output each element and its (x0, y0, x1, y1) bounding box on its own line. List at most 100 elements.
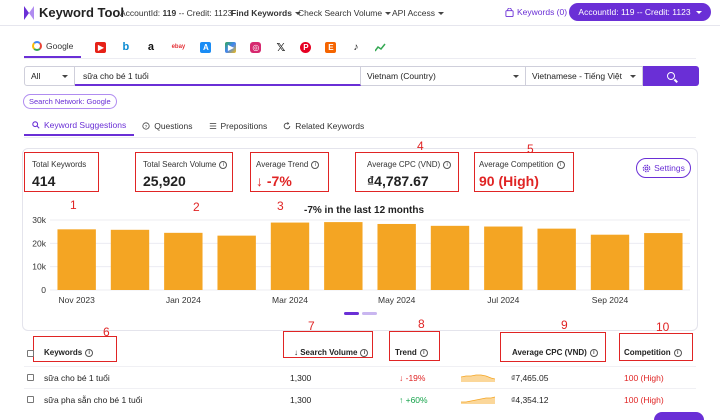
scope-select[interactable]: All (24, 66, 75, 86)
trend-cell: ↓ -19% (399, 373, 426, 383)
metric-label: Average Trend (256, 160, 309, 169)
amazon-icon[interactable]: a (145, 41, 157, 53)
info-icon[interactable]: i (311, 160, 320, 169)
bar-jan-2024[interactable] (164, 232, 203, 290)
top-bar: Keyword Tool AccountId: 119 -- Credit: 1… (0, 0, 720, 26)
trends-icon[interactable] (375, 41, 387, 53)
chevron-down-icon (695, 10, 702, 14)
bar-jun-2024[interactable] (430, 225, 470, 290)
chevron-down-icon (385, 12, 392, 16)
logo[interactable]: Keyword Tool (24, 5, 124, 20)
info-icon[interactable]: i (360, 348, 369, 357)
gear-icon (642, 164, 651, 172)
row-checkbox[interactable] (27, 374, 34, 381)
competition-cell: 100 (High) (624, 373, 664, 383)
column-search-volume[interactable]: ↓ Search Volume i (294, 348, 369, 357)
bar-dec-2023[interactable] (110, 229, 150, 290)
language-select[interactable]: Vietnamese - Tiếng Việt (526, 66, 643, 86)
menu-api-access[interactable]: API Access (392, 8, 444, 18)
metric-total-keywords: Total Keywords 414 (32, 160, 86, 189)
column-competition[interactable]: Competition i (624, 348, 682, 357)
chat-button[interactable] (654, 412, 704, 420)
info-icon[interactable]: i (673, 348, 682, 357)
info-icon[interactable]: i (589, 348, 598, 357)
bing-icon[interactable]: b (120, 41, 132, 53)
etsy-icon[interactable]: E (325, 41, 337, 53)
annotation-number: 5 (527, 142, 534, 156)
x-tick-label: Nov 2023 (58, 295, 95, 305)
metric-value: 25,920 (143, 173, 186, 189)
column-cpc[interactable]: Average CPC (VND) i (512, 348, 598, 357)
pinterest-icon[interactable]: P (300, 41, 312, 53)
x-tick-label: Jan 2024 (166, 295, 201, 305)
account-info: AccountId: 119 -- Credit: 1123 (120, 8, 232, 18)
metric-label: Average CPC (VND) (367, 160, 441, 169)
youtube-icon[interactable]: ▶ (95, 41, 107, 53)
table-row: sữa pha sẵn cho bé 1 tuổi 1,300 ↑ +60% ₫… (24, 388, 696, 410)
tab-keyword-suggestions[interactable]: Keyword Suggestions (24, 116, 135, 136)
scope-value: All (31, 71, 41, 81)
column-trend[interactable]: Trend i (395, 348, 428, 357)
bar-sep-2024[interactable] (590, 234, 630, 290)
source-tab-google[interactable]: Google (24, 36, 82, 58)
info-icon[interactable]: i (85, 348, 94, 357)
chart-pager-dot-active[interactable] (344, 312, 359, 315)
chart-pager-dot[interactable] (362, 312, 377, 315)
info-icon[interactable]: i (419, 348, 428, 357)
bar-aug-2024[interactable] (537, 228, 576, 290)
volume-cell: 1,300 (290, 395, 312, 405)
metric-value: ₫4,787.67 (367, 173, 429, 189)
bar-nov-2023[interactable] (57, 229, 96, 290)
settings-button[interactable]: Settings (636, 158, 691, 178)
tab-label: Prepositions (220, 121, 268, 131)
chevron-down-icon (294, 12, 301, 16)
instagram-icon[interactable]: ◎ (250, 41, 262, 53)
info-icon[interactable]: i (219, 160, 228, 169)
keyword-search-input[interactable] (75, 66, 361, 86)
x-tick-label: May 2024 (378, 295, 416, 305)
bar-mar-2024[interactable] (270, 222, 310, 290)
annotation-number: 9 (561, 318, 568, 332)
google-icon (32, 41, 42, 51)
metric-label: Average Competition (479, 160, 554, 169)
app-store-icon[interactable]: A (200, 41, 212, 53)
country-select[interactable]: Vietnam (Country) (361, 66, 526, 86)
bar-feb-2024[interactable] (217, 235, 256, 290)
settings-label: Settings (654, 163, 685, 173)
keyword-cell[interactable]: sữa pha sẵn cho bé 1 tuổi (44, 395, 143, 405)
info-icon[interactable]: i (443, 160, 452, 169)
tab-prepositions[interactable]: Prepositions (201, 116, 276, 136)
annotation-number: 1 (70, 198, 77, 212)
annotation-box (474, 152, 574, 192)
ebay-icon[interactable]: ebay (170, 41, 187, 53)
account-menu-button[interactable]: AccountId: 119 -- Credit: 1123 (569, 3, 711, 21)
metric-value: 90 (High) (479, 173, 539, 189)
menu-find-keywords[interactable]: Find Keywords (231, 8, 301, 18)
row-checkbox[interactable] (27, 396, 34, 403)
keywords-list-link[interactable]: Keywords (0) (505, 7, 567, 17)
info-icon[interactable]: i (556, 160, 565, 169)
metric-label: Total Keywords (32, 160, 87, 169)
metric-label: Total Search Volume (143, 160, 217, 169)
table-header: Keywords i ↓ Search Volume i Trend i Averag… (24, 342, 696, 366)
search-network-badge[interactable]: Search Network: Google (23, 94, 117, 109)
menu-check-search-volume[interactable]: Check Search Volume (298, 8, 392, 18)
bar-jul-2024[interactable] (484, 226, 523, 290)
bar-oct-2024[interactable] (644, 233, 683, 290)
bar-apr-2024[interactable] (324, 222, 363, 290)
metric-average-competition: Average Competition i 90 (High) (479, 160, 565, 189)
tiktok-icon[interactable]: ♪ (350, 41, 362, 53)
chevron-down-icon (438, 12, 444, 16)
search-button[interactable] (643, 66, 699, 86)
tab-questions[interactable]: ? Questions (134, 116, 200, 136)
divider (24, 58, 696, 59)
list-icon (209, 123, 216, 129)
x-icon[interactable]: 𝕏 (275, 41, 287, 54)
bar-may-2024[interactable] (377, 223, 416, 290)
column-keywords[interactable]: Keywords i (44, 348, 94, 357)
select-all-checkbox[interactable] (27, 350, 34, 357)
keyword-cell[interactable]: sữa cho bé 1 tuổi (44, 373, 110, 383)
column-label: Trend (395, 348, 417, 357)
play-store-icon[interactable]: ▶ (225, 41, 237, 53)
tab-related-keywords[interactable]: Related Keywords (275, 116, 372, 136)
